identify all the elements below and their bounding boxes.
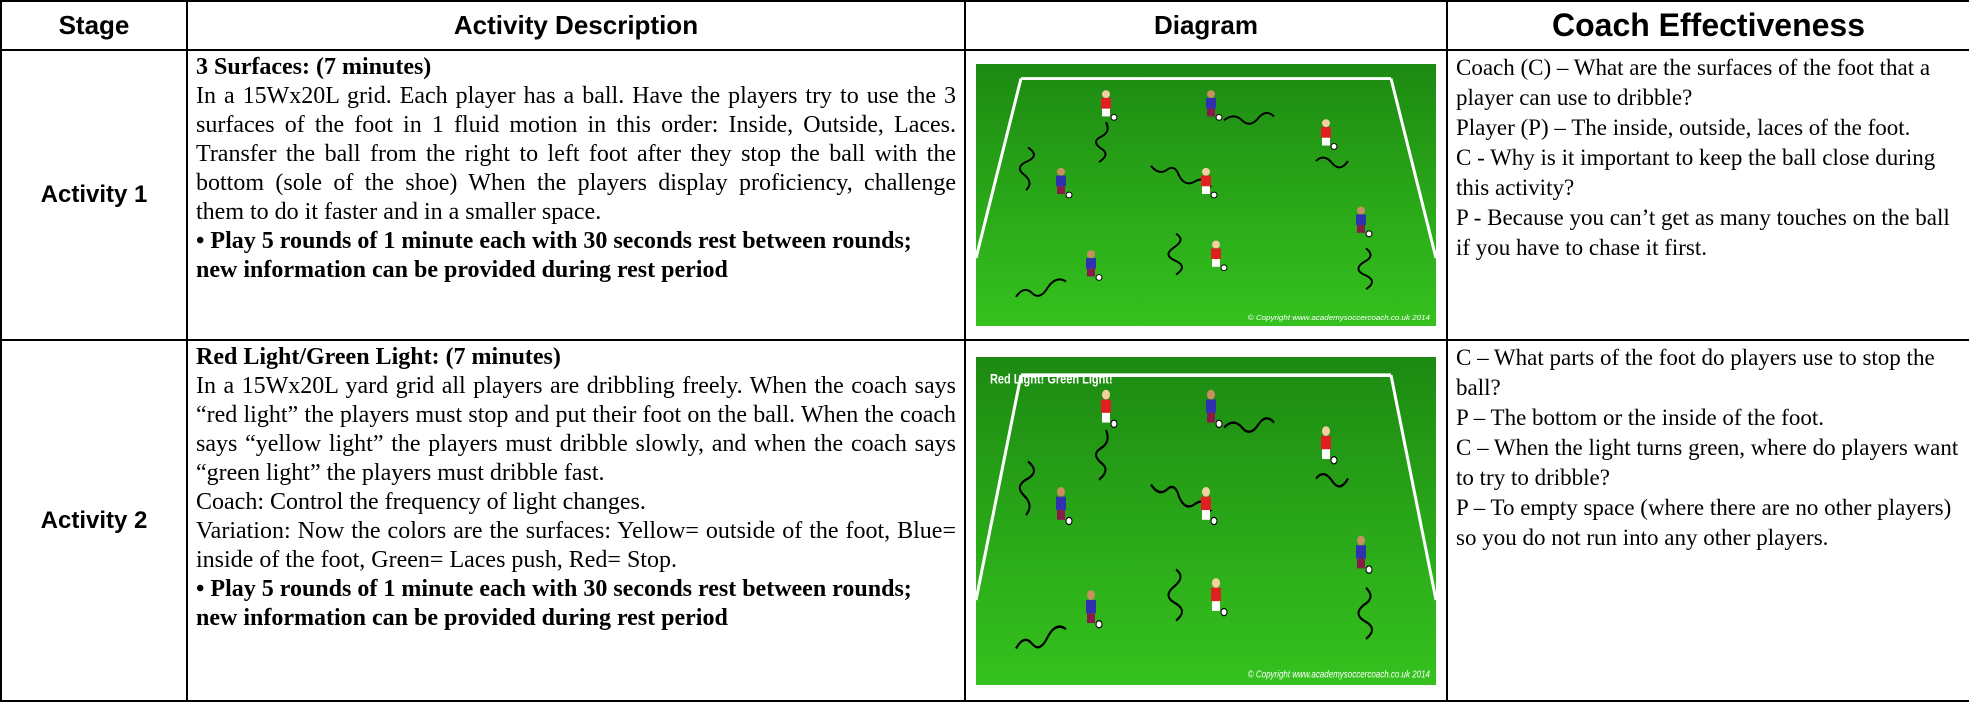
description-cell: Red Light/Green Light: (7 minutes) In a 1…: [186, 339, 966, 702]
coach-line: Coach (C) – What are the surfaces of the…: [1456, 55, 1931, 111]
header-cell: Diagram: [964, 0, 1448, 52]
coach-line: P – To empty space (where there are no o…: [1456, 495, 1952, 551]
activity-title: 3 Surfaces: (7 minutes): [196, 54, 432, 81]
bullet-item: Play 5 rounds of 1 minute each with 30 s…: [196, 575, 956, 633]
diagram: Red Light! Green Light! © Copyright www.a…: [976, 357, 1436, 685]
diagram-cell: © Copyright www.academysoccercoach.co.uk…: [964, 49, 1448, 342]
diagram-cell: Red Light! Green Light! © Copyright www.a…: [964, 339, 1448, 702]
diagram: © Copyright www.academysoccercoach.co.uk…: [976, 64, 1436, 326]
coach-line: C - Why is it important to keep the ball…: [1456, 145, 1936, 201]
header-cell: Coach Effectiveness: [1446, 0, 1969, 52]
coach-cell: C – What parts of the foot do players us…: [1446, 339, 1969, 702]
diagram-label: Red Light! Green Light!: [990, 371, 1113, 386]
description-paragraph: Coach: Control the frequency of light ch…: [196, 489, 646, 516]
field-drawing: [976, 357, 1436, 685]
description-paragraph: In a 15Wx20L grid. Each player has a bal…: [196, 83, 956, 226]
stage-cell: Activity 2: [0, 339, 188, 702]
coach-cell: Coach (C) – What are the surfaces of the…: [1446, 49, 1969, 342]
description-cell: 3 Surfaces: (7 minutes) In a 15Wx20L grid…: [186, 49, 966, 342]
activity-row: Activity 2 Red Light/Green Light: (7 minu…: [0, 339, 1969, 702]
header-cell: Activity Description: [186, 0, 966, 52]
coach-line: P – The bottom or the inside of the foot…: [1456, 405, 1824, 431]
description-paragraph: In a 15Wx20L yard grid all players are d…: [196, 373, 956, 487]
bullet-item: Play 5 rounds of 1 minute each with 30 s…: [196, 227, 956, 285]
coach-line: Player (P) – The inside, outside, laces …: [1456, 115, 1911, 141]
coach-line: P - Because you can’t get as many touche…: [1456, 205, 1950, 261]
coach-line: C – What parts of the foot do players us…: [1456, 345, 1935, 401]
field-drawing: [976, 64, 1436, 326]
activity-title: Red Light/Green Light: (7 minutes): [196, 344, 561, 371]
header-row: Stage Activity Description Diagram Coach…: [0, 0, 1969, 52]
header-cell: Stage: [0, 0, 188, 52]
description-paragraph: Variation: Now the colors are the surfac…: [196, 518, 956, 574]
stage-cell: Activity 1: [0, 49, 188, 342]
coach-line: C – When the light turns green, where do…: [1456, 435, 1959, 491]
copyright: © Copyright www.academysoccercoach.co.uk…: [1248, 313, 1431, 322]
copyright: © Copyright www.academysoccercoach.co.uk…: [1248, 669, 1430, 680]
